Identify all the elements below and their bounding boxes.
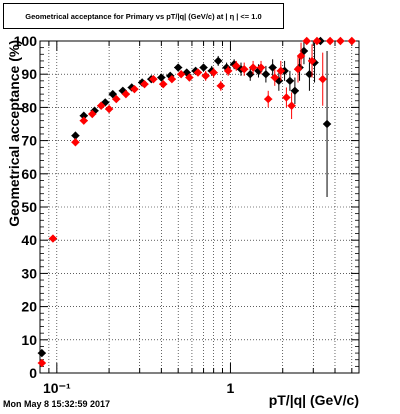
data-point-black [261, 70, 271, 79]
data-point-red [248, 63, 258, 72]
y-tick-label: 100 [14, 33, 38, 49]
y-tick-label: 60 [21, 166, 37, 182]
data-layer [37, 36, 357, 368]
data-point-black [246, 70, 255, 79]
timestamp: Mon May 8 15:32:59 2017 [3, 399, 111, 409]
data-point-red [159, 79, 168, 89]
data-point-red [149, 74, 158, 84]
data-point-black [199, 63, 208, 72]
data-point-black [173, 63, 183, 72]
data-point-red [201, 71, 210, 81]
data-point-black [101, 98, 110, 107]
y-tick-label: 20 [21, 299, 37, 315]
data-point-red [270, 73, 279, 82]
data-point-red [48, 234, 58, 243]
data-point-red [121, 89, 131, 99]
data-point-red [293, 65, 303, 74]
data-point-red [282, 93, 291, 102]
data-point-red [347, 36, 357, 46]
chart-title: Geometrical acceptance for Primary vs pT… [25, 11, 262, 21]
data-point-black [71, 131, 80, 140]
data-point-black [322, 119, 332, 129]
data-point-red [240, 65, 249, 74]
data-point-black [79, 111, 88, 120]
data-point-black [268, 63, 277, 72]
grid-layer [39, 40, 359, 374]
data-point-red [307, 56, 317, 66]
y-tick-label: 50 [21, 199, 37, 215]
data-point-black [213, 56, 223, 66]
data-point-red [193, 68, 203, 77]
data-point-black [305, 70, 314, 79]
data-point-red [296, 51, 306, 61]
data-point-red [71, 138, 80, 147]
data-point-red [287, 101, 296, 110]
x-tick-label: 1 [227, 380, 235, 396]
y-tick-label: 10 [21, 332, 37, 348]
data-point-red [264, 94, 273, 104]
x-axis-label: pT/|q| (GeV/c) [269, 392, 359, 408]
data-point-red [318, 74, 327, 84]
y-tick-label: 30 [21, 265, 37, 281]
y-axis-label: Geometrical acceptance (%) [6, 40, 22, 227]
data-point-red [37, 358, 47, 368]
data-point-red [88, 109, 97, 119]
data-point-red [130, 84, 139, 94]
axis-layer: 0 10 20 30 40 50 60 70 80 90 100 10⁻¹ 1 [14, 33, 360, 396]
data-point-red [167, 74, 177, 84]
data-point-red [185, 73, 194, 82]
chart-title-box: Geometrical acceptance for Primary vs pT… [3, 3, 284, 29]
y-tick-label: 0 [29, 365, 37, 381]
data-point-black [108, 89, 117, 99]
data-point-red [312, 36, 322, 46]
data-point-black [290, 86, 300, 95]
data-point-red [325, 36, 335, 46]
x-tick-label: 10⁻¹ [43, 380, 71, 396]
data-point-red [276, 66, 286, 76]
y-tick-label: 40 [21, 232, 37, 248]
y-tick-label: 90 [21, 66, 37, 82]
data-point-red [112, 94, 121, 104]
data-point-red [140, 79, 149, 89]
data-point-red [223, 66, 233, 76]
data-point-red [302, 36, 311, 46]
data-point-red [232, 61, 241, 71]
data-point-red [104, 104, 114, 114]
data-point-red [256, 63, 266, 72]
data-point-red [96, 101, 106, 110]
data-point-red [216, 81, 226, 91]
data-point-black [285, 76, 295, 86]
y-tick-label: 80 [21, 99, 37, 115]
data-point-black [37, 348, 47, 358]
data-point-red [336, 36, 345, 46]
data-point-black [222, 63, 231, 72]
data-point-black [157, 73, 166, 82]
y-tick-label: 70 [21, 133, 37, 149]
data-point-red [176, 70, 186, 79]
data-point-red [209, 68, 218, 77]
data-point-black [90, 106, 99, 115]
data-point-red [79, 116, 88, 125]
